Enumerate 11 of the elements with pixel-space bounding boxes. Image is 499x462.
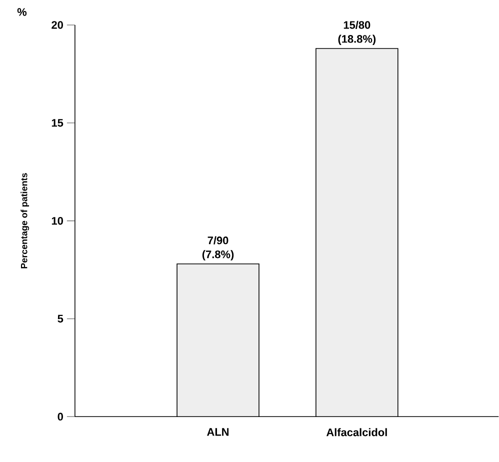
x-tick-label: Alfacalcidol <box>326 428 387 436</box>
text: % <box>17 8 27 16</box>
x-tick-label: ALN <box>207 428 229 436</box>
data-label: 15/80 (18.8%) <box>338 21 376 46</box>
y-tick-label: 15 <box>52 119 64 127</box>
data-label: 7/90 (7.8%) <box>202 236 234 261</box>
y-tick-label: 5 <box>58 315 64 323</box>
y-tick-label: 10 <box>52 217 63 225</box>
y-tick-label: 20 <box>52 21 63 30</box>
y-tick-label: 0 <box>58 412 63 421</box>
y-axis-title: Percentage of patients <box>20 173 30 268</box>
